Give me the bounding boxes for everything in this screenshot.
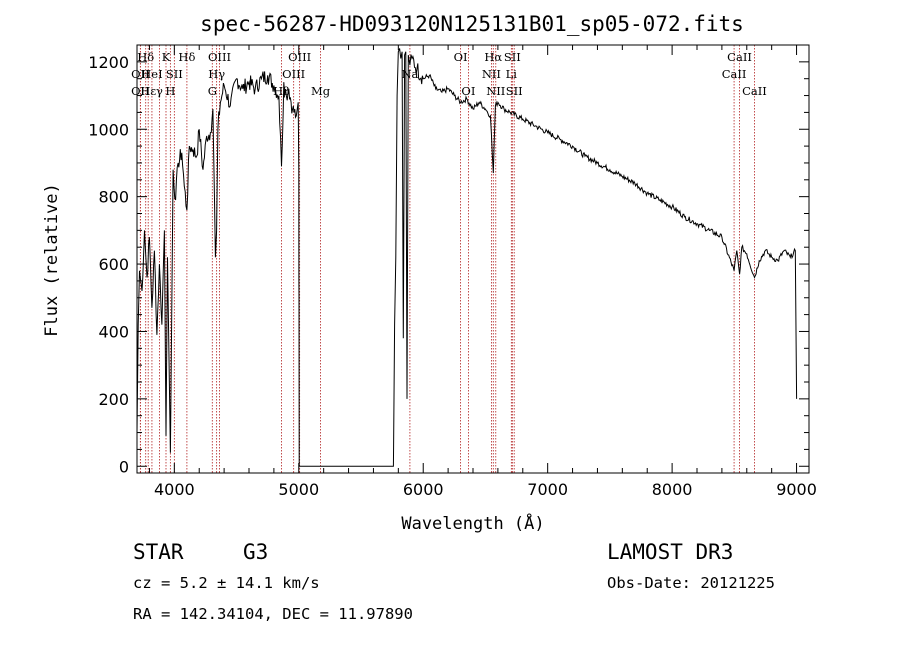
y-tick-label: 600 — [98, 255, 129, 274]
spectrum-line — [136, 48, 798, 467]
survey-name: LAMOST DR3 — [607, 540, 733, 564]
spectral-line-label: G — [208, 84, 217, 98]
redshift-value: cz = 5.2 ± 14.1 km/s — [133, 574, 320, 592]
spectral-line-label: SII — [506, 84, 523, 98]
object-class: STAR — [133, 540, 184, 564]
observation-date: Obs-Date: 20121225 — [607, 574, 775, 592]
x-axis-label: Wavelength (Å) — [401, 512, 544, 534]
spectral-line-label: OI — [454, 50, 468, 64]
y-tick-label: 400 — [98, 322, 129, 341]
y-axis-label: Flux (relative) — [42, 183, 62, 337]
y-tick-labels: 0 200 400 600 800 1000 1200 — [88, 53, 129, 476]
spectral-line-label: CaII — [742, 84, 767, 98]
spectral-line-label: OIII — [208, 50, 231, 64]
y-tick-label: 0 — [119, 457, 129, 476]
spectral-line-label: OIII — [282, 67, 305, 81]
spectral-line-label: HeI — [141, 67, 162, 81]
axis-ticks — [137, 45, 809, 473]
spectral-line-label: OI — [461, 84, 475, 98]
spectral-line-label: H — [165, 84, 175, 98]
spectral-line-label: K — [162, 50, 171, 64]
x-tick-label: 9000 — [776, 480, 817, 499]
x-tick-label: 4000 — [154, 480, 195, 499]
spectral-line-label: NII — [482, 67, 501, 81]
spectral-line-label: Hε — [140, 84, 156, 98]
spectral-line-label: Mg — [311, 84, 331, 98]
x-tick-labels: 4000 5000 6000 7000 8000 9000 — [154, 480, 817, 499]
spectral-line-label: OII — [131, 67, 150, 81]
chart-title: spec-56287-HD093120N125131B01_sp05-072.f… — [200, 12, 744, 36]
spectral-line-label: Hα — [484, 50, 502, 64]
spectral-line-markers — [139, 45, 755, 473]
y-tick-label: 1000 — [88, 120, 129, 139]
spectral-line-label: SII — [504, 50, 521, 64]
spectral-line-label: CaII — [727, 50, 752, 64]
spectral-line-label: Hδ — [137, 50, 154, 64]
spectral-line-label: OII — [131, 84, 150, 98]
x-tick-label: 6000 — [403, 480, 444, 499]
y-tick-label: 1200 — [88, 53, 129, 72]
spectral-line-label: OIII — [288, 50, 311, 64]
spectral-line-label: Hγ — [208, 67, 225, 81]
y-tick-label: 800 — [98, 188, 129, 207]
y-tick-label: 200 — [98, 390, 129, 409]
x-tick-label: 8000 — [652, 480, 693, 499]
spectral-subclass: G3 — [243, 540, 268, 564]
spectral-line-label: γ — [156, 84, 163, 98]
x-tick-label: 5000 — [278, 480, 319, 499]
x-tick-label: 7000 — [527, 480, 568, 499]
sky-coordinates: RA = 142.34104, DEC = 11.97890 — [133, 605, 413, 623]
spectral-line-label: CaII — [722, 67, 747, 81]
spectral-line-label: Li — [506, 67, 518, 81]
spectral-line-label: NII — [486, 84, 505, 98]
spectral-line-label: SII — [166, 67, 183, 81]
spectral-line-label: Hδ — [178, 50, 195, 64]
